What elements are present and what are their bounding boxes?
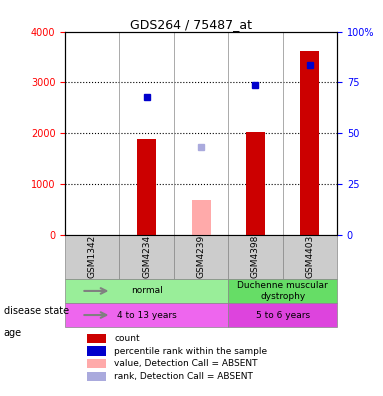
Text: 5 to 6 years: 5 to 6 years [255, 310, 310, 320]
Text: GSM4239: GSM4239 [196, 235, 206, 278]
Bar [300, 51, 319, 234]
Text: Duchenne muscular
dystrophy: Duchenne muscular dystrophy [237, 281, 328, 301]
Bar [87, 359, 106, 368]
Text: GDS264 / 75487_at: GDS264 / 75487_at [131, 18, 252, 31]
Text: GSM1342: GSM1342 [88, 235, 97, 278]
FancyBboxPatch shape [228, 279, 337, 303]
Text: normal: normal [131, 286, 162, 295]
Bar [137, 139, 156, 234]
Text: GSM4234: GSM4234 [142, 235, 151, 278]
FancyBboxPatch shape [283, 234, 337, 279]
FancyBboxPatch shape [119, 234, 174, 279]
Text: percentile rank within the sample: percentile rank within the sample [114, 346, 267, 356]
Text: disease state: disease state [4, 306, 69, 316]
Bar [192, 200, 211, 234]
Bar [246, 132, 265, 234]
Bar [87, 346, 106, 356]
Text: GSM4398: GSM4398 [251, 235, 260, 278]
Text: rank, Detection Call = ABSENT: rank, Detection Call = ABSENT [114, 371, 253, 381]
FancyBboxPatch shape [65, 234, 119, 279]
FancyBboxPatch shape [228, 303, 337, 327]
Text: 4 to 13 years: 4 to 13 years [117, 310, 177, 320]
FancyBboxPatch shape [65, 303, 228, 327]
FancyBboxPatch shape [228, 234, 283, 279]
Text: age: age [4, 328, 22, 339]
Text: count: count [114, 334, 140, 343]
FancyBboxPatch shape [174, 234, 228, 279]
Text: GSM4403: GSM4403 [305, 235, 314, 278]
Text: value, Detection Call = ABSENT: value, Detection Call = ABSENT [114, 359, 257, 368]
FancyBboxPatch shape [65, 279, 228, 303]
Bar [87, 371, 106, 381]
Bar [87, 334, 106, 343]
